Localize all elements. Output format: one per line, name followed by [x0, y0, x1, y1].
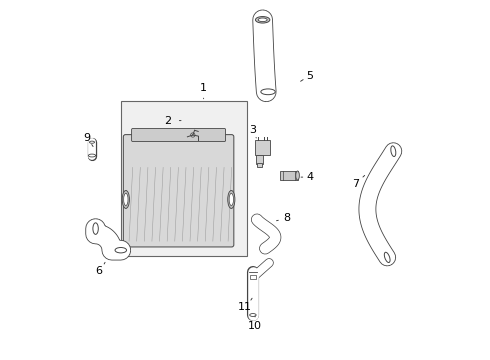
Ellipse shape [258, 18, 267, 22]
Text: 3: 3 [249, 125, 256, 135]
Text: 9: 9 [83, 132, 90, 143]
Bar [280, 171, 297, 180]
Ellipse shape [391, 146, 396, 157]
Ellipse shape [93, 223, 98, 234]
Ellipse shape [228, 190, 235, 208]
Text: 10: 10 [248, 321, 262, 331]
Ellipse shape [384, 252, 390, 262]
Bar [256, 155, 263, 164]
Ellipse shape [122, 190, 129, 208]
Text: 1: 1 [200, 83, 207, 93]
Ellipse shape [123, 193, 128, 206]
Ellipse shape [229, 193, 233, 206]
Ellipse shape [261, 89, 275, 95]
Text: 2: 2 [164, 116, 171, 126]
Ellipse shape [88, 154, 96, 157]
Text: 7: 7 [352, 179, 360, 189]
Text: 5: 5 [306, 71, 313, 81]
Bar [257, 163, 262, 167]
Ellipse shape [115, 248, 126, 253]
Ellipse shape [296, 171, 299, 180]
Text: 6: 6 [96, 266, 103, 276]
Text: 4: 4 [306, 172, 314, 182]
Text: 11: 11 [238, 302, 252, 312]
Text: 8: 8 [283, 213, 290, 223]
Bar [121, 101, 247, 256]
Bar [250, 275, 256, 279]
Ellipse shape [255, 17, 270, 23]
Ellipse shape [250, 314, 256, 316]
Bar [255, 140, 270, 155]
FancyBboxPatch shape [123, 135, 234, 247]
FancyBboxPatch shape [132, 129, 225, 141]
Ellipse shape [90, 141, 95, 143]
